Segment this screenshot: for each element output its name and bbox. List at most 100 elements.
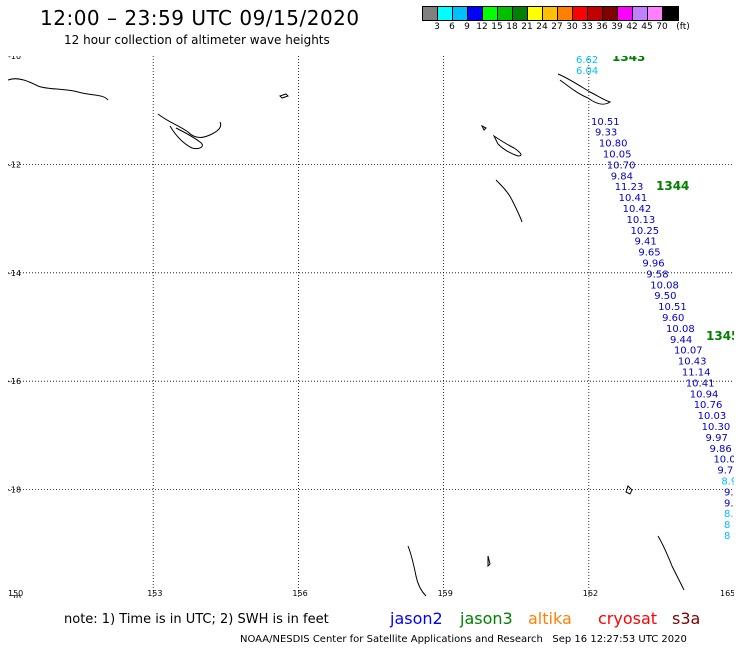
- wave-height-label: 10.25: [631, 226, 660, 237]
- colorbar-swatch: [483, 7, 498, 20]
- colorbar-label: 45: [641, 22, 653, 32]
- wave-height-label: 10.03: [698, 411, 727, 422]
- wave-height-label: 9.78: [717, 466, 734, 477]
- wave-height-label: 8.: [724, 509, 734, 520]
- pass-number-label: 1345: [706, 329, 734, 343]
- colorbar-swatch: [663, 7, 678, 20]
- coastline-vanuatu-2: [657, 535, 685, 591]
- footnote: note: 1) Time is in UTC; 2) SWH is in fe…: [64, 612, 329, 627]
- wave-height-label: 9.97: [706, 433, 728, 444]
- wave-height-label: 11.23: [615, 182, 644, 193]
- wave-height-label: 10.76: [694, 400, 723, 411]
- wave-height-label: 10.07: [674, 346, 703, 357]
- pass-number-label: 1343: [612, 56, 645, 64]
- credit-line: NOAA/NESDIS Center for Satellite Applica…: [240, 634, 687, 645]
- wave-height-label: 9.33: [595, 128, 617, 139]
- timestamp: Sep 16 12:27:53 UTC 2020: [552, 634, 687, 645]
- colorbar-labels: 3 6 9 12 15 18 21 24 27 30 33 36 39 42 45 70 (ft): [422, 22, 734, 34]
- lon-tick-label: 165: [720, 589, 734, 598]
- lat-tick-label: -12: [8, 160, 21, 169]
- satellite-name: cryosat: [598, 609, 658, 628]
- wave-height-label: 10.30: [702, 422, 731, 433]
- wave-height-label: 6.62: [576, 56, 598, 66]
- wave-height-label: 10.41: [619, 193, 648, 204]
- map-title: 12:00 – 23:59 UTC 09/15/2020: [40, 6, 360, 30]
- wave-height-label: 10.05: [603, 150, 632, 161]
- colorbar-label: 24: [536, 22, 548, 32]
- colorbar-label: 12: [476, 22, 488, 32]
- credit-text: NOAA/NESDIS Center for Satellite Applica…: [240, 634, 543, 645]
- wave-height-label: 9.3: [724, 498, 734, 509]
- wave-height-label: 10.42: [623, 204, 652, 215]
- colorbar-swatch: [618, 7, 633, 20]
- wave-height-label: 11.14: [682, 368, 711, 379]
- colorbar-swatch: [528, 7, 543, 20]
- wave-height-label: 9.96: [642, 259, 664, 270]
- wave-height-label: 9.50: [654, 291, 676, 302]
- wave-height-label: 9.58: [646, 269, 668, 280]
- colorbar-label: 30: [566, 22, 578, 32]
- colorbar-label: 6: [449, 22, 455, 32]
- lat-tick-label: -18: [8, 486, 21, 495]
- colorbar-label: 15: [491, 22, 503, 32]
- satellite-name: altika: [528, 609, 572, 628]
- colorbar-unit: (ft): [676, 22, 690, 32]
- wave-height-label: 9.41: [634, 237, 656, 248]
- lat-tick-label: -20: [8, 594, 21, 598]
- wave-height-label: 10.51: [658, 302, 687, 313]
- lat-tick-label: -14: [8, 269, 21, 278]
- pass-number-label: 1344: [656, 179, 689, 193]
- wave-height-label: 10.08: [666, 324, 695, 335]
- lat-tick-label: -10: [8, 56, 21, 61]
- wave-height-label: 8: [724, 520, 730, 531]
- colorbar-label: 70: [656, 22, 668, 32]
- coastline-new-britain: [8, 78, 109, 101]
- coastline-islet-1: [279, 93, 289, 99]
- map-subtitle: 12 hour collection of altimeter wave hei…: [64, 33, 330, 47]
- coastline-islet-3: [487, 555, 491, 568]
- wave-height-label: 9.60: [662, 313, 684, 324]
- colorbar-label: 27: [551, 22, 563, 32]
- coastline-bougainville: [557, 73, 612, 105]
- wave-height-label: 9.84: [611, 171, 633, 182]
- wave-height-label: 9.44: [670, 335, 692, 346]
- colorbar: [422, 6, 679, 21]
- wave-height-label: 10.13: [627, 215, 656, 226]
- wave-height-label: 8: [724, 531, 730, 542]
- colorbar-swatch: [423, 7, 438, 20]
- lat-tick-label: -16: [8, 377, 21, 386]
- colorbar-swatch: [438, 7, 453, 20]
- colorbar-swatch: [573, 7, 588, 20]
- wave-height-label: 10.09: [713, 455, 734, 466]
- colorbar-swatch: [468, 7, 483, 20]
- colorbar-swatch: [588, 7, 603, 20]
- wave-height-label: 9.65: [638, 248, 660, 259]
- grid-lines: [8, 56, 734, 598]
- coastline-solomons-2: [495, 179, 523, 223]
- colorbar-label: 21: [521, 22, 533, 32]
- lon-tick-label: 162: [583, 589, 598, 598]
- satellite-name: s3a: [672, 609, 701, 628]
- wave-height-label: 10.41: [686, 378, 715, 389]
- coastline-vanuatu-1: [625, 485, 633, 495]
- wave-height-label: 9.5: [724, 487, 734, 498]
- colorbar-swatch: [543, 7, 558, 20]
- colorbar-label: 33: [581, 22, 593, 32]
- coastline-solomons-1: [492, 134, 522, 157]
- colorbar-label: 3: [434, 22, 440, 32]
- coastline-new-caledonia: [407, 545, 427, 597]
- colorbar-swatch: [633, 7, 648, 20]
- wave-height-label: 10.70: [607, 160, 636, 171]
- coastline-new-ireland: [169, 125, 203, 149]
- colorbar-label: 18: [506, 22, 518, 32]
- coastline-new-britain-east: [157, 113, 222, 138]
- colorbar-label: 36: [596, 22, 608, 32]
- colorbar-swatch: [498, 7, 513, 20]
- wave-height-label: 9.86: [710, 444, 732, 455]
- colorbar-swatch: [513, 7, 528, 20]
- lon-tick-label: 153: [147, 589, 162, 598]
- colorbar-label: 39: [611, 22, 623, 32]
- wave-height-label: 6.04: [576, 66, 598, 77]
- lon-tick-label: 150: [8, 589, 23, 598]
- lon-tick-label: 156: [292, 589, 307, 598]
